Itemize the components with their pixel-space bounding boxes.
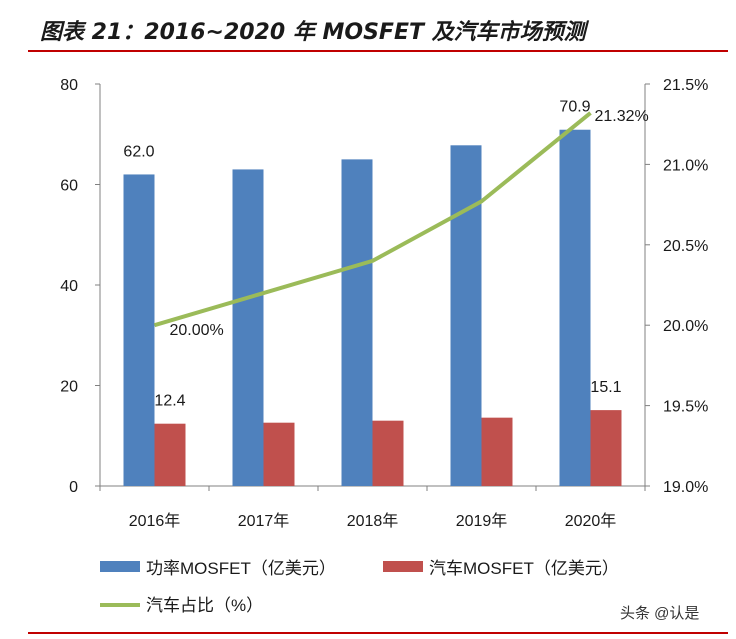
legend-swatch-auto-mosfet bbox=[383, 561, 423, 572]
data-label: 12.4 bbox=[154, 393, 185, 410]
watermark: 头条 @认是 bbox=[620, 605, 700, 622]
data-label: 70.9 bbox=[559, 99, 590, 116]
data-label: 15.1 bbox=[590, 379, 621, 396]
power-mosfet-bar bbox=[232, 169, 264, 487]
auto-mosfet-bar bbox=[372, 420, 404, 486]
auto-mosfet-bar bbox=[154, 423, 186, 486]
x-tick-label: 2019年 bbox=[456, 512, 508, 530]
power-mosfet-bar bbox=[559, 129, 591, 487]
x-tick-label: 2020年 bbox=[565, 512, 617, 530]
left-tick-label: 40 bbox=[60, 278, 78, 295]
auto-mosfet-bar bbox=[263, 422, 295, 486]
right-tick-label: 21.5% bbox=[663, 77, 708, 94]
legend-label-auto-mosfet: 汽车MOSFET（亿美元） bbox=[429, 559, 619, 578]
data-label: 62.0 bbox=[123, 143, 154, 160]
left-tick-label: 60 bbox=[60, 178, 78, 195]
bottom-divider bbox=[28, 632, 728, 634]
legend-label-power-mosfet: 功率MOSFET（亿美元） bbox=[146, 559, 336, 578]
auto-mosfet-bar bbox=[481, 417, 513, 486]
left-tick-label: 80 bbox=[60, 77, 78, 94]
power-mosfet-bar bbox=[123, 174, 155, 486]
legend-swatch-power-mosfet bbox=[100, 561, 140, 572]
title-divider bbox=[28, 50, 728, 52]
x-tick-label: 2018年 bbox=[347, 512, 399, 530]
x-tick-label: 2017年 bbox=[238, 512, 290, 530]
power-mosfet-bar bbox=[450, 145, 482, 486]
right-tick-label: 20.0% bbox=[663, 318, 708, 335]
right-tick-label: 20.5% bbox=[663, 238, 708, 255]
x-tick-label: 2016年 bbox=[129, 512, 181, 530]
left-tick-label: 0 bbox=[69, 479, 78, 496]
data-label: 20.00% bbox=[170, 322, 224, 339]
left-tick-label: 20 bbox=[60, 379, 78, 396]
legend-label-auto-share: 汽车占比（%） bbox=[146, 596, 263, 615]
right-tick-label: 21.0% bbox=[663, 157, 708, 174]
chart-title: 图表 21：2016~2020 年 MOSFET 及汽车市场预测 bbox=[40, 20, 586, 45]
right-tick-label: 19.5% bbox=[663, 399, 708, 416]
data-label: 21.32% bbox=[595, 108, 649, 125]
power-mosfet-bar bbox=[341, 159, 373, 486]
right-tick-label: 19.0% bbox=[663, 479, 708, 496]
auto-mosfet-bar bbox=[590, 410, 622, 486]
